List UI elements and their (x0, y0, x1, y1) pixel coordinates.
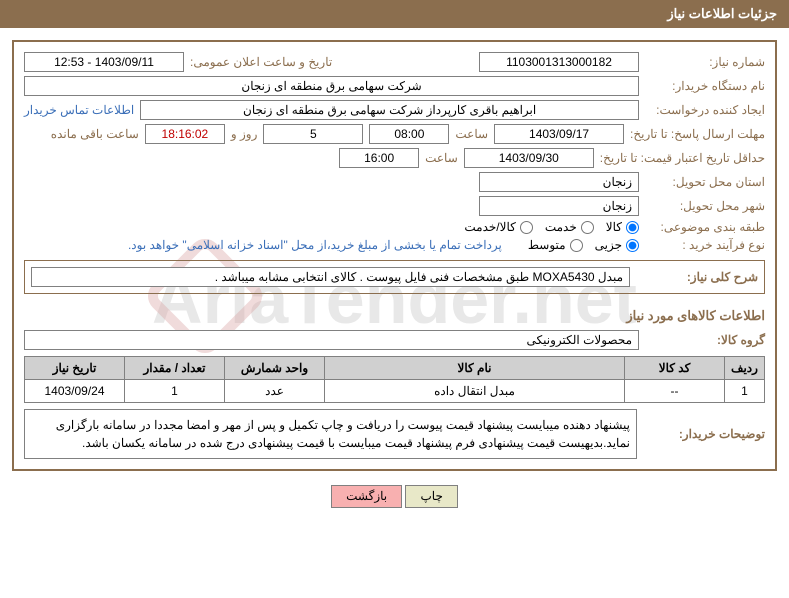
radio-medium-input[interactable] (570, 239, 583, 252)
deadline-date: 1403/09/17 (494, 124, 624, 144)
days-remaining: 5 (263, 124, 363, 144)
radio-medium-label: متوسط (528, 238, 566, 252)
radio-service-label: خدمت (545, 220, 577, 234)
overview-text: مبدل MOXA5430 طبق مشخصات فنی فایل پیوست … (31, 267, 630, 287)
hour-label-2: ساعت (425, 151, 458, 165)
province-value: زنجان (479, 172, 639, 192)
td-name: مبدل انتقال داده (325, 380, 625, 403)
payment-note: پرداخت تمام یا بخشی از مبلغ خرید،از محل … (128, 238, 502, 252)
buyer-org-label: نام دستگاه خریدار: (645, 79, 765, 93)
radio-small[interactable]: جزیی (595, 238, 639, 252)
requester-label: ایجاد کننده درخواست: (645, 103, 765, 117)
radio-small-input[interactable] (626, 239, 639, 252)
th-code: کد کالا (625, 357, 725, 380)
deadline-label: مهلت ارسال پاسخ: تا تاریخ: (630, 127, 765, 141)
table-header-row: ردیف کد کالا نام کالا واحد شمارش تعداد /… (25, 357, 765, 380)
validity-label: حداقل تاریخ اعتبار قیمت: تا تاریخ: (600, 151, 765, 165)
requester-value: ابراهیم باقری کارپرداز شرکت سهامی برق من… (140, 100, 639, 120)
overview-label: شرح کلی نیاز: (638, 270, 758, 284)
td-code: -- (625, 380, 725, 403)
radio-goods-label: کالا (606, 220, 622, 234)
radio-goods-service-input[interactable] (520, 221, 533, 234)
goods-group-label: گروه کالا: (645, 333, 765, 347)
radio-goods-input[interactable] (626, 221, 639, 234)
header-title: جزئیات اطلاعات نیاز (667, 6, 777, 21)
deadline-hour: 08:00 (369, 124, 449, 144)
radio-small-label: جزیی (595, 238, 622, 252)
purchase-type-label: نوع فرآیند خرید : (645, 238, 765, 252)
category-label: طبقه بندی موضوعی: (645, 220, 765, 234)
goods-group-value: محصولات الکترونیکی (24, 330, 639, 350)
td-unit: عدد (225, 380, 325, 403)
page-header: جزئیات اطلاعات نیاز (0, 0, 789, 28)
buyer-notes-text: پیشنهاد دهنده میبایست پیشنهاد قیمت پیوست… (24, 409, 637, 459)
announce-value: 1403/09/11 - 12:53 (24, 52, 184, 72)
th-name: نام کالا (325, 357, 625, 380)
days-and-label: روز و (231, 127, 258, 141)
radio-goods-service[interactable]: کالا/خدمت (464, 220, 532, 234)
validity-hour: 16:00 (339, 148, 419, 168)
radio-goods-service-label: کالا/خدمت (464, 220, 515, 234)
radio-medium[interactable]: متوسط (528, 238, 583, 252)
th-date: تاریخ نیاز (25, 357, 125, 380)
buyer-contact-link[interactable]: اطلاعات تماس خریدار (24, 103, 134, 117)
print-button[interactable]: چاپ (405, 485, 457, 508)
radio-service-input[interactable] (581, 221, 594, 234)
need-number-value: 1103001313000182 (479, 52, 639, 72)
category-radio-group: کالا خدمت کالا/خدمت (464, 220, 639, 234)
province-label: استان محل تحویل: (645, 175, 765, 189)
need-number-label: شماره نیاز: (645, 55, 765, 69)
overview-section: شرح کلی نیاز: مبدل MOXA5430 طبق مشخصات ف… (24, 260, 765, 294)
td-qty: 1 (125, 380, 225, 403)
announce-label: تاریخ و ساعت اعلان عمومی: (190, 55, 332, 69)
th-qty: تعداد / مقدار (125, 357, 225, 380)
time-remaining: 18:16:02 (145, 124, 225, 144)
radio-goods[interactable]: کالا (606, 220, 639, 234)
button-bar: چاپ بازگشت (0, 485, 789, 508)
back-button[interactable]: بازگشت (331, 485, 402, 508)
remaining-label: ساعت باقی مانده (51, 127, 139, 141)
hour-label-1: ساعت (455, 127, 488, 141)
goods-section-title: اطلاعات کالاهای مورد نیاز (24, 308, 765, 324)
buyer-notes-label: توضیحات خریدار: (645, 427, 765, 441)
th-unit: واحد شمارش (225, 357, 325, 380)
th-row: ردیف (725, 357, 765, 380)
table-row: 1 -- مبدل انتقال داده عدد 1 1403/09/24 (25, 380, 765, 403)
city-label: شهر محل تحویل: (645, 199, 765, 213)
goods-table: ردیف کد کالا نام کالا واحد شمارش تعداد /… (24, 356, 765, 403)
buyer-org-value: شرکت سهامی برق منطقه ای زنجان (24, 76, 639, 96)
validity-date: 1403/09/30 (464, 148, 594, 168)
td-date: 1403/09/24 (25, 380, 125, 403)
td-row: 1 (725, 380, 765, 403)
purchase-type-radio-group: جزیی متوسط (528, 238, 639, 252)
main-form: شماره نیاز: 1103001313000182 تاریخ و ساع… (12, 40, 777, 471)
city-value: زنجان (479, 196, 639, 216)
radio-service[interactable]: خدمت (545, 220, 594, 234)
